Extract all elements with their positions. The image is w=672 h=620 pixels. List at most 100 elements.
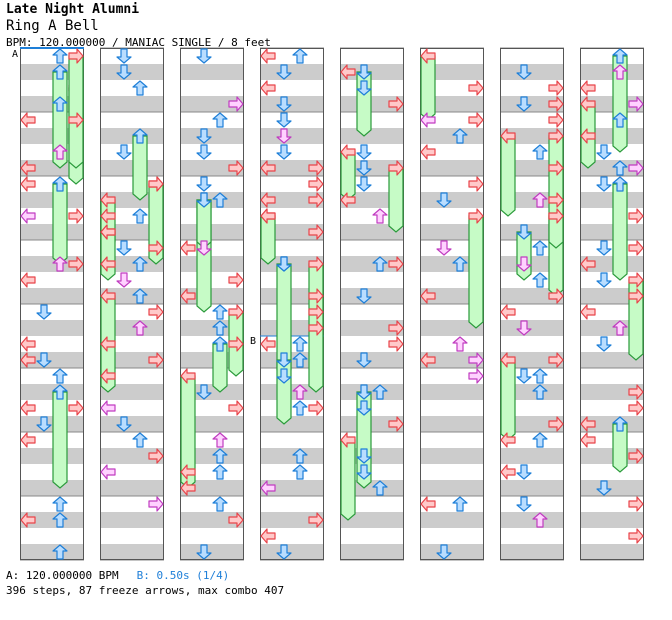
step-arrow [212,496,228,512]
step-arrow [596,480,612,496]
step-arrow [356,400,372,416]
step-arrow [148,304,164,320]
step-arrow [68,48,84,64]
step-arrow [548,112,564,128]
step-arrow [612,64,628,80]
step-arrow [420,352,436,368]
step-arrow [548,128,564,144]
song-artist: Late Night Alumni [6,2,140,17]
freeze-arrow [68,55,84,169]
step-arrow [292,336,308,352]
step-arrow [372,480,388,496]
step-arrow [628,496,644,512]
step-arrow [532,512,548,528]
step-arrow [36,416,52,432]
step-arrow [500,432,516,448]
step-arrow [100,256,116,272]
freeze-arrow [612,423,628,473]
step-arrow [132,80,148,96]
step-arrow [308,224,324,240]
freeze-arrow [52,71,68,169]
step-arrow [20,272,36,288]
step-arrow [548,288,564,304]
step-arrow [180,288,196,304]
step-arrow [532,240,548,256]
step-arrow [260,336,276,352]
step-arrow [228,304,244,320]
step-arrow [628,448,644,464]
step-arrow [132,256,148,272]
step-arrow [260,208,276,224]
step-arrow [500,352,516,368]
step-arrow [388,256,404,272]
step-arrow [452,256,468,272]
freeze-arrow [132,135,148,201]
step-arrow [340,64,356,80]
step-arrow [372,208,388,224]
step-arrow [308,304,324,320]
step-arrow [52,64,68,80]
step-arrow [276,128,292,144]
step-chart [20,47,644,561]
step-arrow [356,144,372,160]
step-arrow [148,240,164,256]
step-arrow [548,352,564,368]
step-arrow [628,272,644,288]
step-arrow [20,352,36,368]
legend-bpm: A: 120.000000 BPM [6,569,119,582]
step-arrow [468,80,484,96]
step-arrow [20,400,36,416]
step-arrow [148,496,164,512]
step-arrow [356,288,372,304]
chart-column [260,47,324,561]
step-arrow [196,192,212,208]
step-arrow [68,400,84,416]
step-arrow [420,496,436,512]
step-arrow [628,288,644,304]
step-arrow [132,128,148,144]
step-arrow [212,320,228,336]
freeze-arrow [212,343,228,393]
step-arrow [468,112,484,128]
step-arrow [628,528,644,544]
freeze-arrow [100,231,116,281]
step-arrow [292,384,308,400]
step-arrow [308,512,324,528]
step-arrow [356,160,372,176]
step-arrow [628,400,644,416]
step-arrow [628,96,644,112]
step-arrow [100,192,116,208]
step-arrow [196,48,212,64]
step-arrow [612,320,628,336]
step-arrow [116,48,132,64]
step-arrow [596,272,612,288]
step-arrow [260,160,276,176]
step-arrow [276,352,292,368]
step-arrow [276,544,292,560]
step-arrow [292,48,308,64]
legend-timing: B: 0.50s (1/4) [136,569,230,582]
step-arrow [20,432,36,448]
step-arrow [212,192,228,208]
step-arrow [36,304,52,320]
step-arrow [452,496,468,512]
step-arrow [180,480,196,496]
chart-column [20,47,84,561]
step-arrow [308,160,324,176]
step-arrow [132,208,148,224]
step-arrow [468,208,484,224]
step-arrow [548,192,564,208]
step-arrow [180,368,196,384]
step-arrow [420,112,436,128]
step-arrow [116,144,132,160]
step-arrow [580,256,596,272]
step-arrow [612,160,628,176]
step-arrow [116,272,132,288]
step-arrow [516,496,532,512]
step-arrow [516,464,532,480]
step-arrow [52,176,68,192]
step-arrow [20,208,36,224]
step-arrow [308,192,324,208]
step-arrow [276,368,292,384]
step-arrow [516,224,532,240]
